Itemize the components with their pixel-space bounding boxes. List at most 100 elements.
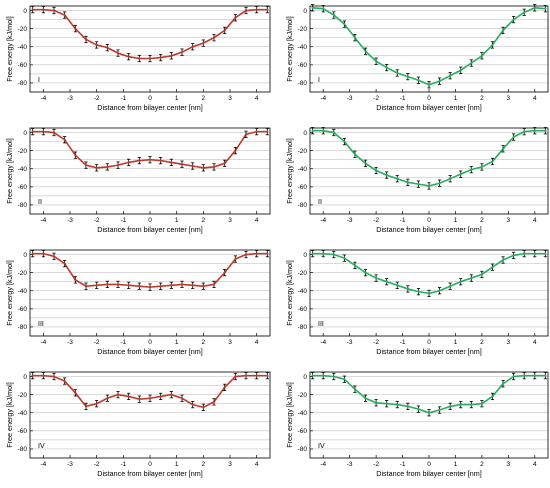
- data-point: [480, 54, 483, 57]
- data-point: [417, 408, 420, 411]
- data-point: [364, 397, 367, 400]
- x-tick-label: -2: [373, 339, 379, 346]
- x-axis-label: Distance from bilayer center [nm]: [376, 347, 481, 356]
- y-tick-label: -80: [298, 202, 308, 209]
- data-point: [480, 402, 483, 405]
- x-tick-label: 4: [255, 217, 259, 224]
- data-point: [353, 36, 357, 39]
- x-tick-label: -1: [400, 95, 406, 102]
- data-point: [127, 161, 130, 164]
- data-point: [180, 51, 184, 54]
- y-tick-label: -80: [18, 202, 28, 209]
- data-point: [42, 130, 45, 133]
- data-point: [353, 153, 357, 156]
- data-point: [106, 46, 109, 49]
- data-point: [417, 79, 420, 82]
- panel-label: II: [38, 199, 42, 206]
- data-point: [491, 266, 494, 269]
- x-tick-label: -1: [120, 339, 126, 346]
- x-tick-label: 3: [507, 95, 511, 102]
- x-tick-label: -1: [120, 461, 126, 468]
- y-tick-label: 0: [23, 374, 27, 381]
- x-tick-label: 4: [255, 95, 259, 102]
- data-point: [95, 166, 98, 169]
- data-point: [459, 280, 462, 283]
- x-tick-label: 2: [202, 461, 206, 468]
- data-point: [322, 374, 325, 377]
- x-tick-label: -3: [347, 339, 353, 346]
- x-tick-label: 3: [228, 217, 232, 224]
- x-tick-label: 0: [148, 339, 152, 346]
- plot-frame: [29, 371, 271, 459]
- data-point: [244, 374, 248, 377]
- y-tick-label: 0: [23, 252, 27, 259]
- data-point: [255, 374, 258, 377]
- x-tick-label: 2: [202, 217, 206, 224]
- data-point: [266, 252, 269, 255]
- x-tick-label: -2: [373, 217, 379, 224]
- x-tick-label: 4: [533, 95, 537, 102]
- data-point: [84, 38, 88, 41]
- data-point: [127, 395, 130, 398]
- x-tick-label: -4: [320, 461, 326, 468]
- y-tick-label: -80: [18, 446, 28, 453]
- data-point: [31, 130, 34, 133]
- y-tick-label: -60: [18, 428, 28, 435]
- y-tick-label: -60: [298, 184, 308, 191]
- data-point: [544, 7, 547, 10]
- data-point: [459, 173, 462, 176]
- data-point: [491, 395, 494, 398]
- y-tick-label: -20: [18, 270, 28, 277]
- x-tick-label: -3: [67, 95, 73, 102]
- data-point: [449, 177, 452, 180]
- data-point: [170, 161, 173, 164]
- y-tick-label: -80: [18, 324, 28, 331]
- data-point: [353, 388, 357, 391]
- x-tick-label: -1: [120, 95, 126, 102]
- y-axis-label: Free energy [kJ/mol]: [285, 138, 294, 204]
- data-point: [523, 374, 526, 377]
- y-tick-label: 0: [303, 252, 307, 259]
- data-point: [180, 283, 184, 286]
- data-point: [533, 252, 536, 255]
- data-point: [148, 158, 152, 161]
- x-axis-label: Distance from bilayer center [nm]: [97, 103, 202, 112]
- data-point: [406, 405, 409, 408]
- y-tick-label: -20: [18, 148, 28, 155]
- x-tick-label: 1: [175, 339, 179, 346]
- data-point: [459, 69, 462, 72]
- y-tick-label: -40: [18, 410, 28, 417]
- y-tick-label: -80: [18, 80, 28, 87]
- data-point: [311, 374, 314, 377]
- data-point: [311, 252, 314, 255]
- data-point: [322, 7, 325, 10]
- y-tick-label: -20: [18, 26, 28, 33]
- panel-label: III: [38, 321, 44, 328]
- data-point: [396, 284, 399, 287]
- data-point: [223, 162, 226, 165]
- y-tick-label: -60: [18, 62, 28, 69]
- data-point: [138, 285, 141, 288]
- panel-label: I: [318, 77, 320, 84]
- x-tick-label: -1: [400, 339, 406, 346]
- data-point: [234, 375, 237, 378]
- x-tick-label: -1: [400, 217, 406, 224]
- data-point: [375, 169, 378, 172]
- data-point: [459, 403, 462, 406]
- data-point: [116, 393, 120, 396]
- x-tick-label: -4: [40, 339, 46, 346]
- data-point: [31, 252, 34, 255]
- data-point: [212, 36, 216, 39]
- data-point: [74, 391, 77, 394]
- x-tick-label: 0: [427, 217, 431, 224]
- data-point: [84, 405, 88, 408]
- x-tick-label: -3: [347, 95, 353, 102]
- x-tick-label: -4: [40, 95, 46, 102]
- data-point: [255, 130, 258, 133]
- x-tick-label: 3: [228, 461, 232, 468]
- data-point: [470, 168, 473, 171]
- data-point: [148, 57, 152, 60]
- data-point: [255, 252, 258, 255]
- chart-panel-left-II: 0 -20 -40 -60 -80 -4 -3 -2 -1 0 1 2 3 4 Distance from …: [5, 127, 271, 234]
- data-point: [138, 159, 141, 162]
